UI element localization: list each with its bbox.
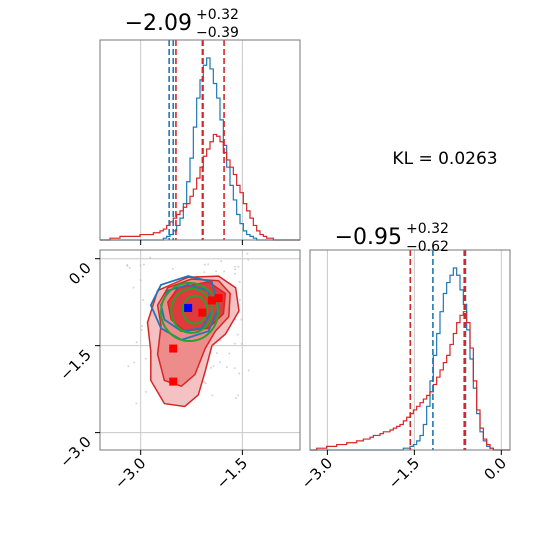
joint-sample-point [142,263,145,266]
joint-sample-point [233,272,236,275]
blue-contour-0 [149,275,220,341]
joint-sample-point [144,357,147,360]
title-param2: −0.95 +0.32 −0.62 [335,221,449,255]
joint-sample-point [228,352,231,355]
joint-sample-point [210,366,213,369]
joint-sample-point [149,256,152,259]
joint-sample-point [135,341,138,344]
joint-sample-point [247,258,250,261]
joint-sample-point [235,397,238,400]
joint-sample-point [171,267,174,270]
hist1-series-red [100,133,300,241]
hist1-group [99,39,301,241]
joint-sample-point [126,265,129,268]
hist1-series-blue [100,57,300,241]
joint-sample-point [140,328,143,331]
joint-sample-point [139,279,142,282]
joint-sample-point [203,263,206,266]
joint-sample-point [234,268,237,271]
joint-sample-point [139,264,142,267]
joint-sample-point [204,382,207,385]
joint-y-tick-label: −1.5 [56,346,94,384]
joint-sample-point [236,333,239,336]
joint-sample-point [237,394,240,397]
joint-sample-point [219,339,222,342]
joint-y-tick-label: 0.0 [65,259,95,289]
hist2-frame [309,249,511,451]
joint-sample-point [238,280,241,283]
joint-sample-point [223,270,226,273]
hist2-x-tick-label: −3.0 [298,454,336,492]
joint-sample-point [237,265,240,268]
joint-sample-point [135,402,138,405]
joint-sample-point [233,367,236,370]
joint-sample-point [211,394,214,397]
green-ellipse-2 [181,294,209,325]
title-param2-value: −0.95 [335,225,402,250]
blue-marker [184,303,193,312]
joint-frame [99,249,301,451]
hist1-frame [99,39,301,241]
joint-sample-point [220,260,223,263]
joint-sample-point [233,342,236,345]
joint-sample-point [234,265,237,268]
joint-sample-point [141,325,144,328]
joint-sample-point [127,365,130,368]
joint-sample-point [128,266,131,269]
title-param1-upper: +0.32 [196,7,239,23]
hist2-x-tick-label: −1.5 [385,454,423,492]
joint-sample-point [225,366,228,369]
title-param1-value: −2.09 [125,11,192,36]
joint-sample-point [215,270,218,273]
joint-sample-point [240,342,243,345]
joint-sample-point [219,361,222,364]
joint-sample-point [132,286,135,289]
kl-label: KL = 0.0263 [392,149,497,169]
red-marker [169,377,178,386]
joint-y-tick-label: −3.0 [56,433,94,471]
title-param2-upper: +0.32 [406,221,449,237]
title-param2-lower: −0.62 [406,239,449,255]
joint-sample-point [142,298,145,301]
red-marker [207,296,216,305]
joint-group [99,249,301,451]
blue-contour-1 [160,283,213,333]
hist2-series-red [310,311,510,451]
joint-x-tick-label: −3.0 [111,454,149,492]
hist2-group [309,249,511,451]
joint-sample-point [215,352,218,355]
joint-sample-point [144,390,147,393]
joint-sample-point [203,380,206,383]
joint-sample-point [240,318,243,321]
joint-sample-point [133,361,136,364]
title-param1-lower: −0.39 [196,25,239,41]
joint-sample-point [246,252,249,255]
tick-group: −3.0 −1.5 −3.0 −1.5 0.0 −3.0 −1.5 0.0 [56,240,510,493]
red-marker [214,294,223,303]
joint-sample-point [207,263,210,266]
title-param1: −2.09 +0.32 −0.39 [125,7,239,41]
red-marker [169,344,178,353]
joint-sample-point [247,369,250,372]
green-ellipse-1 [170,287,213,334]
joint-x-tick-label: −1.5 [213,454,251,492]
joint-sample-point [238,298,241,301]
joint-sample-point [212,364,215,367]
joint-sample-point [238,372,241,375]
green-ellipse-0 [160,282,219,343]
red-marker [198,308,207,317]
joint-sample-point [203,271,206,274]
hist2-x-tick-label: 0.0 [481,454,511,484]
